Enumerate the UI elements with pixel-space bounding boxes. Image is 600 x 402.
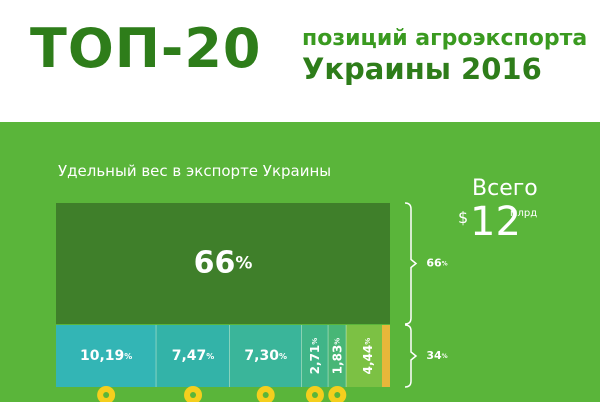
bottom-block-label: 10,19%: [80, 348, 132, 364]
bottom-block-label: 4,44%: [361, 338, 375, 375]
total-label: Всего: [472, 176, 538, 201]
top-block: [56, 203, 390, 324]
icon-center: [103, 392, 110, 398]
bottom-block-label: 7,30%: [244, 348, 287, 364]
icon-center: [262, 392, 269, 398]
total-currency: $: [458, 208, 469, 227]
bottom-block: [301, 325, 329, 387]
icon-center: [190, 392, 197, 398]
bottom-block: [229, 325, 302, 387]
bottom-block: [156, 325, 230, 387]
subtitle-line-1: позиций агроэкспорта: [302, 26, 588, 51]
bottom-block-label: 2,71%: [307, 338, 321, 375]
subtitle-line-2: Украины 2016: [302, 52, 542, 86]
icon-center: [311, 392, 318, 398]
total-value: 12: [470, 199, 521, 245]
page-title: ТОП-20: [30, 17, 262, 80]
top-brace: [404, 202, 418, 325]
icon-center: [334, 392, 341, 398]
top-side-label: 66%: [426, 257, 447, 270]
top-block-label: 66%: [194, 245, 253, 280]
header: ТОП-20 позиций агроэкспорта Украины 2016: [0, 0, 600, 118]
accent-strip: [382, 325, 390, 387]
bottom-block: [56, 325, 157, 387]
bottom-brace: [404, 324, 418, 388]
total-unit: млрд: [510, 208, 538, 219]
bottom-block: [328, 325, 347, 387]
bottom-side-label: 34%: [426, 349, 447, 362]
panel-caption: Удельный вес в экспорте Украины: [58, 162, 332, 180]
bottom-block-label: 7,47%: [172, 348, 215, 364]
bottom-block-label: 1,83%: [330, 338, 344, 375]
